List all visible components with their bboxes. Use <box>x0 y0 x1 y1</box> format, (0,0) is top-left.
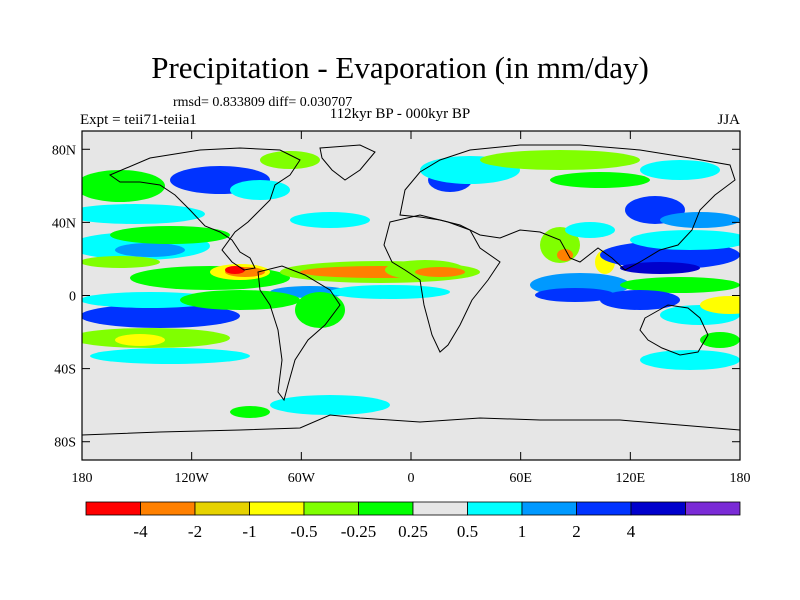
colorbar-swatch <box>630 501 686 516</box>
colorbar-swatch <box>194 501 250 516</box>
anomaly-patch <box>180 290 300 310</box>
colorbar-swatch <box>576 501 632 516</box>
anomaly-patch <box>600 290 680 310</box>
coastline-australia <box>639 304 709 356</box>
anomaly-patch <box>620 262 700 274</box>
x-tick-label: 180 <box>72 471 93 486</box>
experiment-label: Expt = teii71-teiia1 <box>80 112 197 128</box>
coastline-antarctica <box>82 414 740 436</box>
colorbar-swatch <box>85 501 141 516</box>
anomaly-patch <box>110 226 230 244</box>
colorbar-label: 4 <box>627 522 636 541</box>
coastline-eurasia <box>399 144 736 271</box>
x-axis: 180 120W 60W 0 60E 120E 180 <box>72 131 751 486</box>
x-tick-label: 180 <box>730 471 751 486</box>
season-label: JJA <box>717 112 740 128</box>
x-tick-label: 60E <box>509 471 532 486</box>
anomaly-patch <box>290 212 370 228</box>
colorbar-label: 0.5 <box>457 522 478 541</box>
anomaly-patch <box>82 304 240 328</box>
anomaly-patch <box>700 296 740 314</box>
x-tick-label: 120E <box>616 471 646 486</box>
anomaly-patch <box>660 212 740 228</box>
colorbar-swatch <box>303 501 359 516</box>
colorbar-swatch <box>685 501 741 516</box>
stats-label: rmsd= 0.833809 diff= 0.030707 <box>173 95 353 110</box>
anomaly-patch <box>415 267 465 277</box>
coastline-south-america <box>257 265 341 402</box>
y-tick-label: 80N <box>52 143 76 158</box>
period-label: 112kyr BP - 000kyr BP <box>329 106 471 122</box>
y-tick-label: 40S <box>54 363 76 378</box>
x-tick-label: 120W <box>175 471 210 486</box>
anomaly-patch <box>230 180 290 200</box>
anomaly-patch <box>700 332 740 348</box>
anomaly-patch <box>640 160 720 180</box>
colorbar-swatch <box>140 501 196 516</box>
colorbar-label: -0.25 <box>341 522 376 541</box>
chart-title: Precipitation - Evaporation (in mm/day) <box>151 50 649 85</box>
colorbar-label: 2 <box>572 522 581 541</box>
colorbar-label: 1 <box>518 522 527 541</box>
anomaly-patch <box>82 204 205 224</box>
x-tick-label: 60W <box>288 471 316 486</box>
coastline-north-america <box>108 147 301 271</box>
colorbar-swatch <box>467 501 523 516</box>
anomaly-patch <box>115 243 185 257</box>
coastlines <box>82 144 740 436</box>
anomaly-patch <box>535 288 615 302</box>
anomaly-patch <box>230 406 270 418</box>
anomaly-patch <box>630 230 740 250</box>
colorbar-label: -0.5 <box>291 522 318 541</box>
anomaly-patch <box>225 266 245 274</box>
anomaly-patch <box>565 222 615 238</box>
coastline-greenland <box>319 144 376 181</box>
anomaly-patch <box>82 256 160 268</box>
colorbar-swatch <box>358 501 414 516</box>
anomaly-patch <box>295 292 345 328</box>
colorbar-swatch <box>521 501 577 516</box>
y-axis: 80N 40N 0 40S 80S <box>52 143 740 451</box>
colorbar-swatch <box>412 501 468 516</box>
anomaly-field <box>82 150 740 418</box>
anomaly-patch <box>90 348 250 364</box>
anomaly-patch <box>82 170 165 202</box>
colorbar-label: 0.25 <box>398 522 428 541</box>
anomaly-patch <box>550 172 650 188</box>
colorbar-label: -2 <box>188 522 202 541</box>
y-tick-label: 40N <box>52 216 76 231</box>
anomaly-patch <box>260 151 320 169</box>
anomaly-patch <box>270 395 390 415</box>
anomaly-patch <box>557 249 573 261</box>
colorbar-label: -1 <box>242 522 256 541</box>
anomaly-patch <box>330 285 450 299</box>
anomaly-patch <box>640 350 740 370</box>
y-tick-label: 0 <box>69 290 76 305</box>
x-tick-label: 0 <box>408 471 415 486</box>
y-tick-label: 80S <box>54 436 76 451</box>
colorbar-swatch <box>249 501 305 516</box>
anomaly-patch <box>620 277 740 293</box>
anomaly-patch <box>115 334 165 346</box>
colorbar: -4 -2 -1 -0.5 -0.25 0.25 0.5 1 2 4 <box>85 501 741 541</box>
colorbar-label: -4 <box>133 522 148 541</box>
anomaly-patch <box>480 150 640 170</box>
